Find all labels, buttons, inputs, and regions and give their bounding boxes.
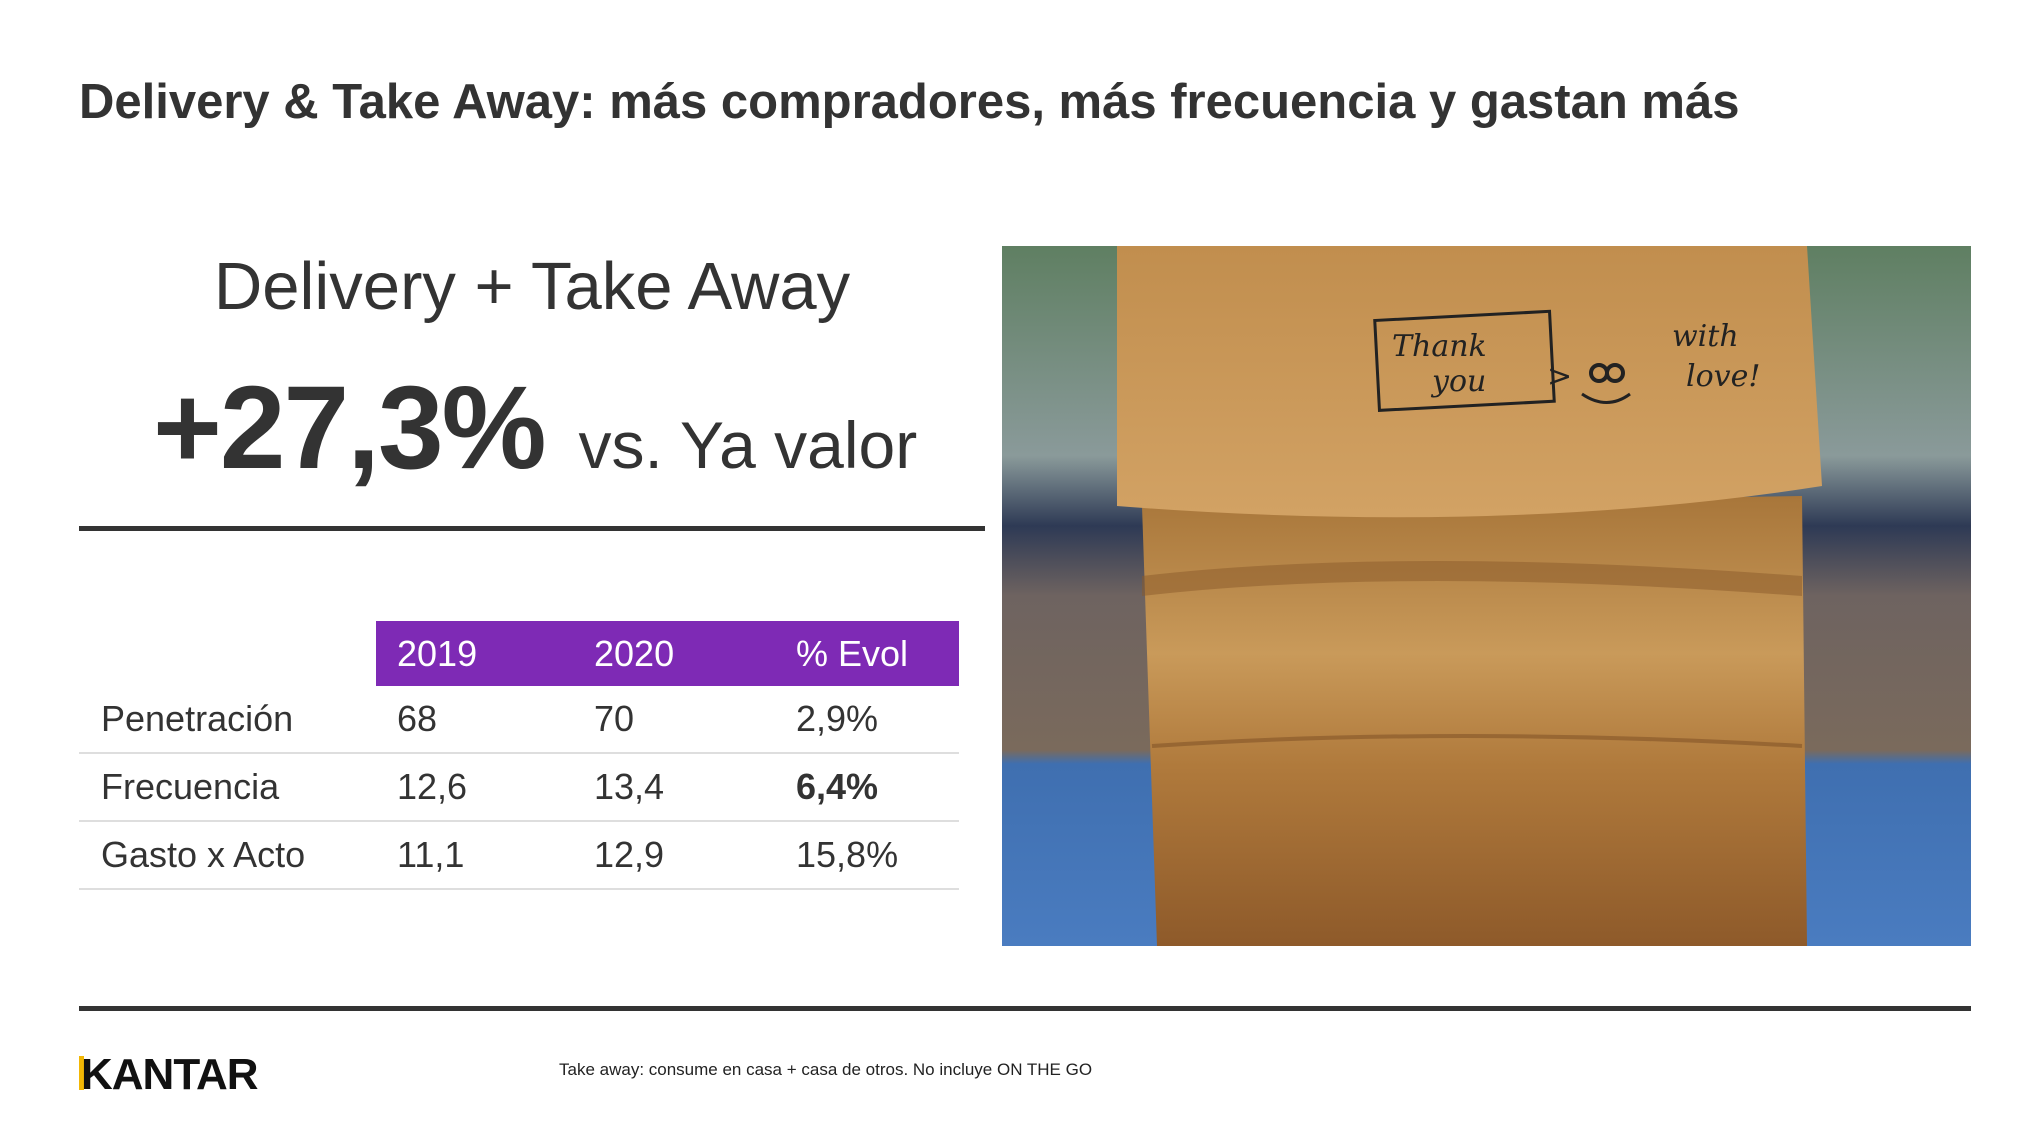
value-2020: 12,9	[594, 834, 665, 875]
row-label: Frecuencia	[101, 766, 280, 807]
section-heading: Delivery + Take Away	[213, 249, 851, 324]
kpi-value: +27,3%	[153, 362, 546, 494]
footer-divider	[79, 1006, 1971, 1011]
table-header: 2019 2020 % Evol	[79, 621, 959, 686]
footnote: Take away: consume en casa + casa de otr…	[559, 1060, 1093, 1079]
value-2019: 11,1	[397, 834, 465, 875]
value-evol: 6,4%	[796, 766, 879, 807]
divider	[79, 526, 985, 531]
table-row: Penetración 68 70 2,9%	[79, 686, 959, 754]
value-2020: 13,4	[594, 766, 665, 807]
handwriting-with: with	[1672, 319, 1739, 354]
row-label: Gasto x Acto	[101, 834, 306, 875]
header-background	[376, 621, 959, 686]
metrics-table: 2019 2020 % Evol Penetración 68 70 2,9% …	[79, 621, 959, 890]
value-evol: 15,8%	[796, 834, 899, 875]
header-2020: 2020	[594, 633, 675, 674]
kpi-label: vs. Ya valor	[578, 408, 918, 482]
table-row: Frecuencia 12,6 13,4 6,4%	[79, 754, 959, 822]
handwriting-love: love!	[1686, 359, 1760, 394]
slide-title: Delivery & Take Away: más compradores, m…	[79, 75, 1740, 129]
handwriting-thank: Thank	[1392, 329, 1487, 364]
handwriting-you: you	[1430, 364, 1486, 399]
logo-accent	[79, 1056, 84, 1090]
row-label: Penetración	[101, 698, 294, 739]
paper-bag-photo: Thank you with love! >	[1002, 246, 1971, 946]
value-2020: 70	[594, 698, 635, 739]
value-2019: 68	[397, 698, 438, 739]
header-2019: 2019	[397, 633, 478, 674]
handwriting-arrow: >	[1547, 359, 1572, 394]
smiley-icon	[1581, 363, 1631, 404]
value-evol: 2,9%	[796, 698, 879, 739]
header-evol: % Evol	[796, 633, 909, 674]
value-2019: 12,6	[397, 766, 468, 807]
kantar-logo: KANTAR	[79, 1050, 258, 1099]
kpi: +27,3% vs. Ya valor	[153, 360, 917, 496]
table-row: Gasto x Acto 11,1 12,9 15,8%	[79, 822, 959, 890]
